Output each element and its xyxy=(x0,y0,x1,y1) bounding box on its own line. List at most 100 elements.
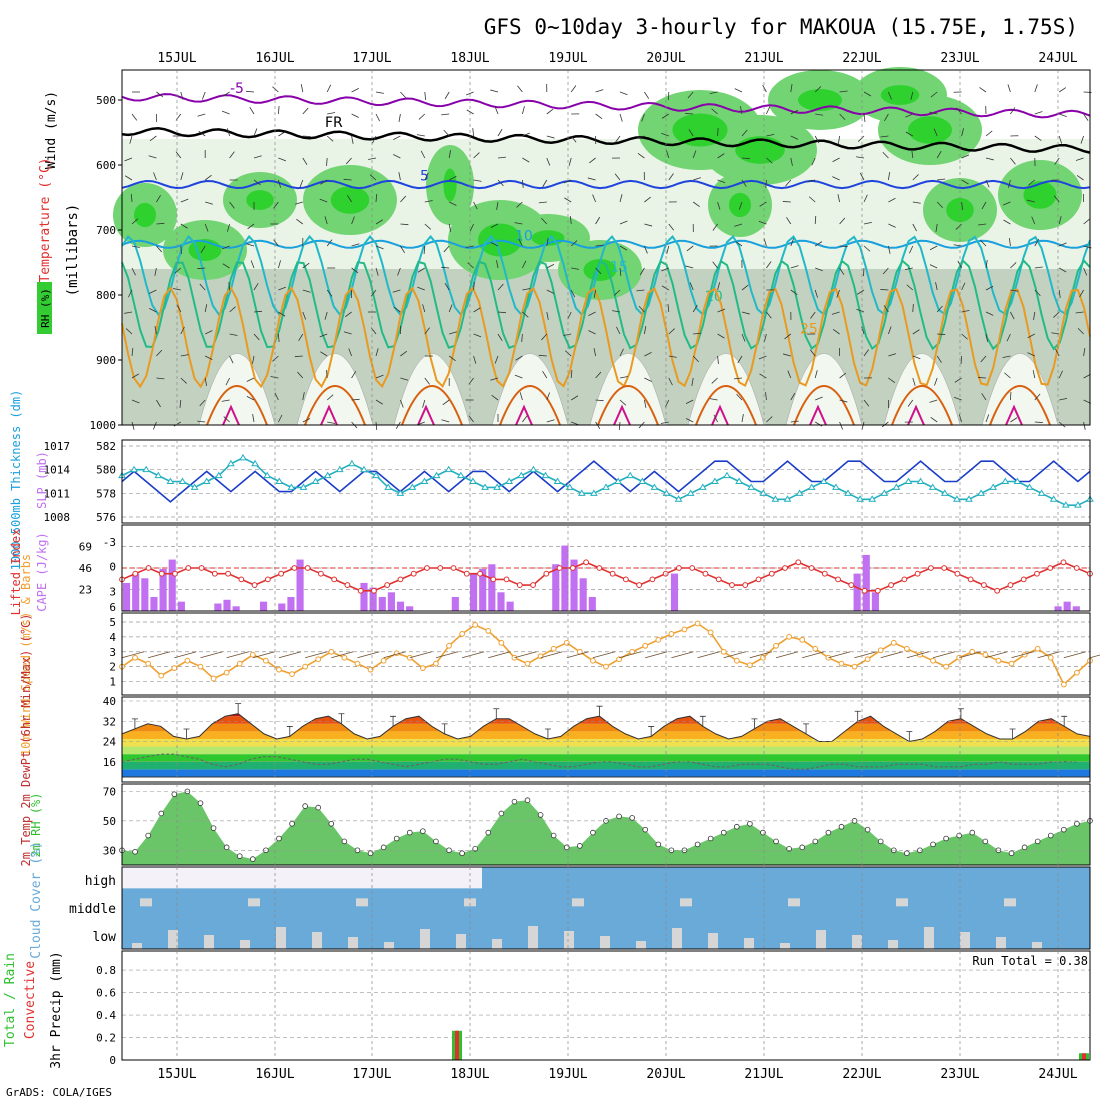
wind-barb xyxy=(692,355,699,363)
wind-barb xyxy=(1083,267,1088,276)
wind-barb xyxy=(717,355,719,364)
cape-bar xyxy=(670,573,679,611)
wind-barb xyxy=(250,260,255,269)
wind-barb-10m xyxy=(932,651,956,659)
wind-barb xyxy=(953,396,962,401)
wind-barb-10m xyxy=(592,651,616,659)
wind-barb xyxy=(980,239,987,247)
wind-barb xyxy=(205,355,213,360)
rh2m-point xyxy=(577,843,583,849)
y-tick-label: 40 xyxy=(103,695,116,708)
wind-barb xyxy=(570,135,577,143)
rh2m-point xyxy=(393,835,400,842)
wind-barb xyxy=(563,333,572,336)
wind-barb xyxy=(300,84,304,93)
wind-barb xyxy=(734,88,743,93)
y-tick-label: 5 xyxy=(109,616,116,629)
wind-barb xyxy=(546,311,549,320)
wind-barb xyxy=(424,172,429,181)
wind-barb xyxy=(131,348,134,357)
temp-band xyxy=(122,746,1090,755)
legend-rh: RH (%) xyxy=(39,288,52,328)
y-tick-label: 900 xyxy=(96,354,116,367)
slp-point xyxy=(420,477,429,484)
slp-tick-label: 1017 xyxy=(44,440,71,453)
wind-speed-point xyxy=(1008,660,1015,667)
cloud-clear-low xyxy=(672,928,682,949)
slp-point xyxy=(602,483,610,490)
cape-bar xyxy=(132,573,140,611)
wind-barb xyxy=(1007,84,1011,93)
y-tick-label: 16 xyxy=(103,756,116,769)
cloud-clear-low xyxy=(852,935,862,949)
wind-barb xyxy=(692,304,698,313)
panel-frame xyxy=(121,950,1091,1061)
lifted-index-point xyxy=(689,565,696,571)
wind-barb xyxy=(937,178,946,181)
wind-speed-point xyxy=(524,660,531,667)
wind-barb-10m xyxy=(802,651,825,659)
wind-barb xyxy=(644,245,648,254)
wind-barb xyxy=(888,197,896,203)
wind-barb xyxy=(929,245,938,251)
date-label-top: 17JUL xyxy=(352,51,391,66)
wind-barb xyxy=(563,179,572,184)
rh2m-point xyxy=(734,823,740,830)
wind-barb-10m xyxy=(985,651,1008,659)
wind-barb xyxy=(252,414,255,423)
rh2m-axis-label: 2m RH (%) xyxy=(29,792,43,857)
wind-barb xyxy=(739,106,743,115)
lifted-index-point xyxy=(941,565,948,571)
wind-barb xyxy=(888,91,892,100)
wind-barb xyxy=(790,420,799,423)
wind-barb xyxy=(205,330,213,335)
wind-barb xyxy=(571,421,579,426)
wind-barb xyxy=(661,132,669,137)
lifted-index-point xyxy=(410,570,417,577)
wind-speed-point xyxy=(1047,654,1054,661)
wind-speed-point xyxy=(223,669,230,676)
slp-point xyxy=(868,495,877,502)
wind-speed-point xyxy=(236,660,243,667)
isotherm-hot xyxy=(401,385,463,426)
wind-barb xyxy=(1034,289,1041,297)
wind-barb xyxy=(400,195,407,203)
wind-barb xyxy=(570,395,579,401)
wind-barb xyxy=(687,91,694,99)
lifted-index-point xyxy=(768,570,775,577)
wind-barb xyxy=(1054,157,1060,165)
wind-barb-10m xyxy=(828,651,851,659)
wind-barb xyxy=(857,289,865,295)
lifted-index-point xyxy=(516,582,523,588)
y-tick-label: 1 xyxy=(109,676,116,689)
lifted-index-point xyxy=(185,565,192,571)
isotherm-hottest xyxy=(711,404,729,426)
wind-barb xyxy=(839,372,847,379)
y-tick-label: 578 xyxy=(96,487,116,500)
slp-point xyxy=(1037,489,1046,496)
slp-point xyxy=(130,465,138,473)
slp-point xyxy=(541,471,550,479)
wind-barb xyxy=(204,223,209,232)
lifted-index-point xyxy=(424,565,430,571)
lifted-index-point xyxy=(384,582,391,588)
wind-barb xyxy=(253,310,263,313)
wind-barb xyxy=(375,113,380,122)
wind-barb xyxy=(497,283,504,291)
wind-barb xyxy=(960,355,962,365)
wind-barb xyxy=(375,193,378,203)
rh2m-point xyxy=(380,844,387,851)
wind-speed-point xyxy=(498,639,505,646)
lifted-index-point xyxy=(304,565,311,571)
rh2m-point xyxy=(302,803,308,809)
cloud-clear-low xyxy=(168,930,178,949)
wind-barb xyxy=(856,156,865,159)
rh2m-point xyxy=(289,820,295,827)
lifted-index-point xyxy=(543,570,550,577)
legend-temperature: Temperature (°C) xyxy=(38,157,53,282)
y-tick-label: 50 xyxy=(103,815,116,828)
wind-barb xyxy=(961,201,963,210)
wind-barb xyxy=(375,374,384,379)
wind-speed-point xyxy=(903,645,910,652)
wind-barb xyxy=(595,371,602,379)
